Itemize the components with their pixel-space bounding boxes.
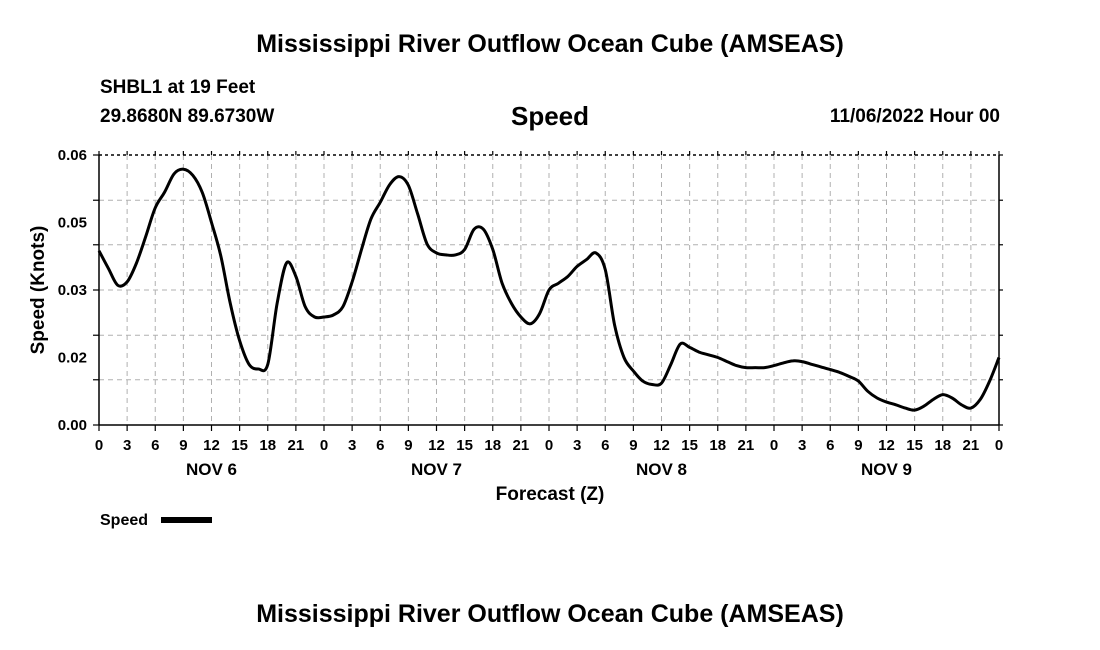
x-tick-label: 9	[854, 437, 862, 454]
x-tick-label: 0	[995, 437, 1003, 454]
x-tick-label: 21	[513, 437, 530, 454]
station-label: SHBL1 at 19 Feet	[100, 77, 256, 98]
y-tick-label: 0.03	[58, 282, 87, 299]
x-tick-label: 12	[428, 437, 445, 454]
y-tick-label: 0.00	[58, 417, 87, 434]
footer-title: Mississippi River Outflow Ocean Cube (AM…	[256, 600, 844, 628]
y-tick-label: 0.02	[58, 350, 87, 367]
x-axis-title: Forecast (Z)	[496, 484, 605, 505]
x-tick-label: 18	[259, 437, 276, 454]
x-tick-label: 18	[934, 437, 951, 454]
x-tick-label: 3	[798, 437, 806, 454]
x-tick-label: 6	[601, 437, 609, 454]
variable-label: Speed	[510, 101, 590, 131]
x-tick-label: 12	[203, 437, 220, 454]
x-tick-label: 0	[770, 437, 778, 454]
x-tick-label: 15	[681, 437, 698, 454]
day-label: NOV 7	[411, 460, 462, 479]
x-tick-label: 0	[95, 437, 103, 454]
speed-series-line	[97, 167, 1001, 412]
y-tick-label: 0.05	[58, 215, 87, 232]
y-tick-label: 0.06	[58, 147, 87, 164]
x-tick-label: 0	[545, 437, 553, 454]
x-tick-label: 6	[826, 437, 834, 454]
x-tick-label: 3	[573, 437, 581, 454]
x-tick-label: 12	[878, 437, 895, 454]
x-tick-label: 3	[348, 437, 356, 454]
x-tick-label: 18	[484, 437, 501, 454]
x-tick-label: 21	[963, 437, 980, 454]
datetime-label: 11/06/2022 Hour 00	[829, 106, 1000, 127]
x-tick-label: 15	[231, 437, 248, 454]
x-tick-label: 6	[376, 437, 384, 454]
x-tick-label: 18	[709, 437, 726, 454]
x-tick-label: 0	[320, 437, 328, 454]
x-tick-label: 12	[653, 437, 670, 454]
day-label: NOV 6	[186, 460, 237, 479]
day-label: NOV 8	[636, 460, 687, 479]
speed-chart: 0 3 6 9 12 15 18 21 0 3 6 9 12 15 18 21 0 3 6 9 12 15 18 21 0 3 6 9…	[28, 147, 1003, 529]
x-tick-label: 9	[629, 437, 637, 454]
x-tick-label: 9	[404, 437, 412, 454]
x-tick-label: 9	[179, 437, 187, 454]
y-axis-title: Speed (Knots)	[28, 226, 49, 355]
chart-title: Mississippi River Outflow Ocean Cube (AM…	[256, 30, 844, 58]
legend-label: Speed	[100, 512, 148, 529]
day-label: NOV 9	[861, 460, 912, 479]
x-tick-label: 21	[288, 437, 305, 454]
x-tick-label: 15	[906, 437, 923, 454]
coordinates-label: 29.8680N 89.6730W	[100, 106, 275, 127]
x-tick-label: 21	[738, 437, 755, 454]
x-tick-label: 6	[151, 437, 159, 454]
x-tick-label: 15	[456, 437, 473, 454]
x-tick-label: 3	[123, 437, 131, 454]
